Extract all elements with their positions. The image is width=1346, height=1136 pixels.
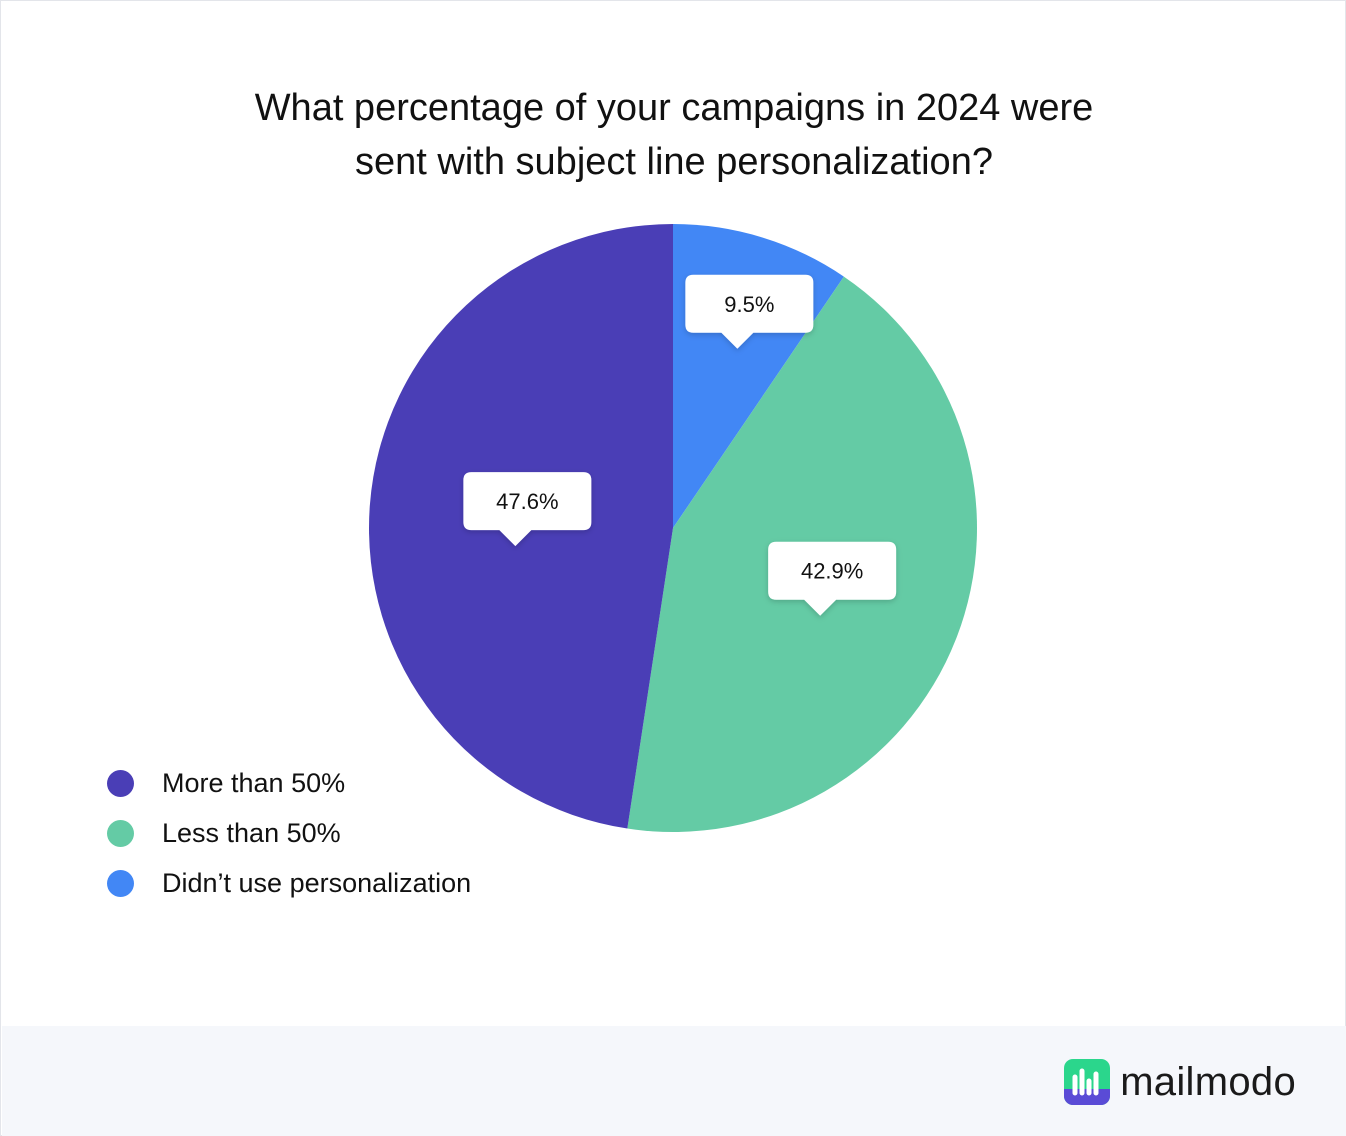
data-label-text-didn-t-use-personalization: 9.5% [724,292,774,317]
legend-item-didn-t-use-personalization: Didn’t use personalization [107,858,471,908]
legend-label-less-than-50: Less than 50% [162,817,341,848]
data-label-text-more-than-50: 47.6% [496,489,558,514]
chart-title: What percentage of your campaigns in 202… [1,81,1346,189]
mailmodo-logo-icon [1064,1059,1111,1105]
chart-legend: More than 50% Less than 50% Didn’t use per… [107,758,471,908]
legend-label-more-than-50: More than 50% [162,767,346,798]
data-label-didn-t-use-personalization [685,274,814,349]
pie-slices [369,224,978,832]
legend-swatch-didn-t-use-personalization [107,869,134,897]
pie-data-labels: 9.5% 42.9% 47.6% [463,274,897,616]
chart-title-line-1: What percentage of your campaigns in 202… [254,87,1094,129]
legend-item-less-than-50: Less than 50% [107,808,471,858]
legend-swatch-more-than-50 [107,769,134,797]
brand-name: mailmodo [1120,1059,1296,1104]
chart-title-line-2: sent with subject line personalization? [355,141,993,183]
footer-bar: mailmodo [2,1026,1346,1136]
brand: mailmodo [1064,1059,1296,1105]
legend-item-more-than-50: More than 50% [107,758,471,808]
legend-swatch-less-than-50 [107,819,134,847]
pie-chart: 9.5% 42.9% 47.6% [369,224,978,832]
data-label-text-less-than-50: 42.9% [801,559,863,584]
legend-label-didn-t-use-personalization: Didn’t use personalization [162,867,472,898]
data-label-more-than-50 [463,472,592,547]
data-label-less-than-50 [768,541,897,616]
